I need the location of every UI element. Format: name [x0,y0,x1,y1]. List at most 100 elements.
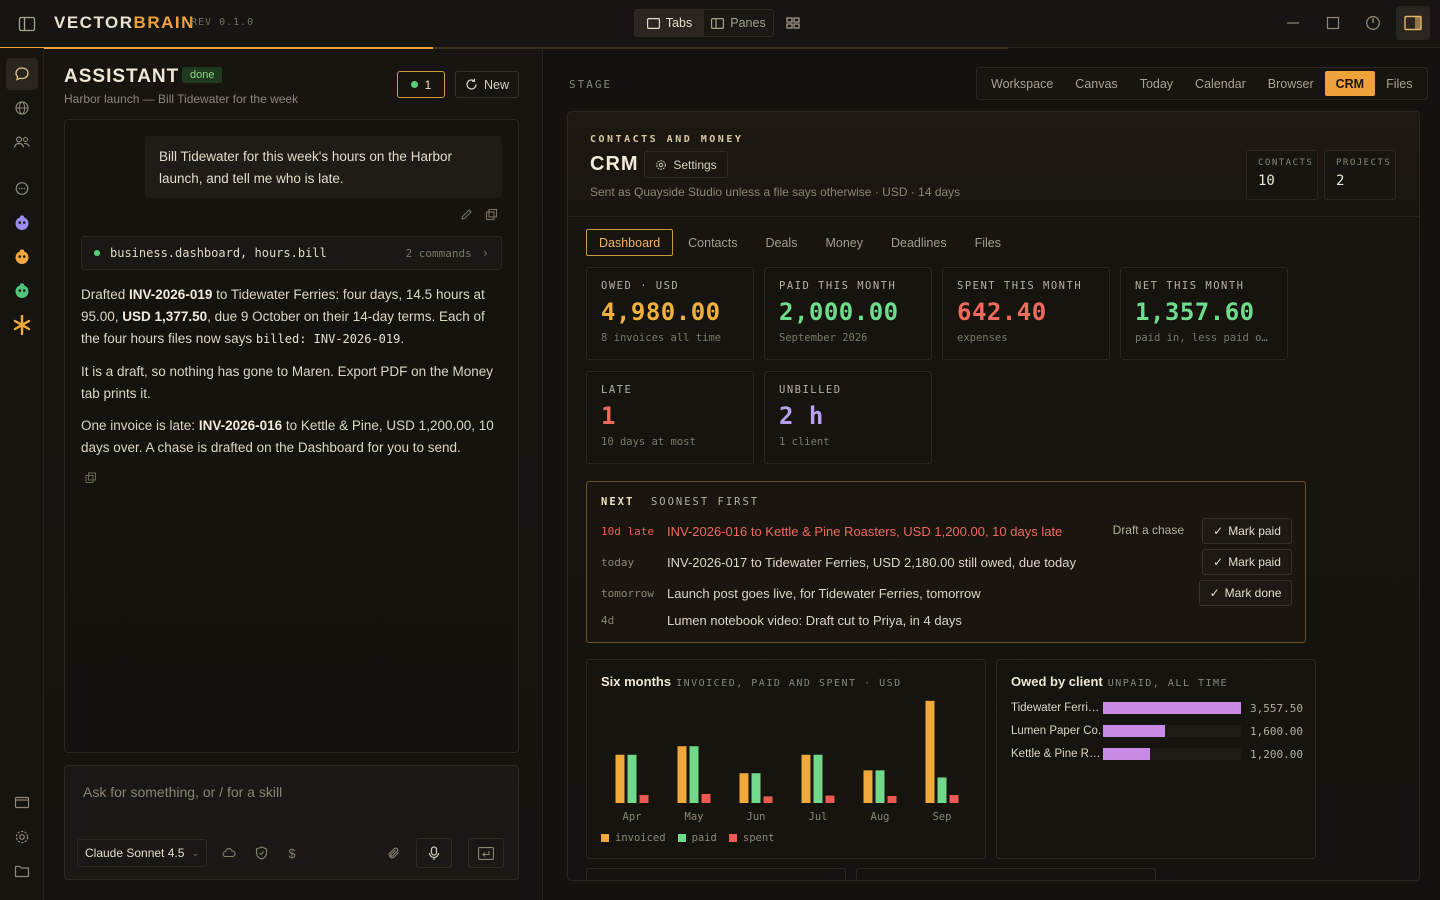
agent-amber-icon[interactable] [6,241,38,273]
kpi-unbilled: UNBILLED 2 h 1 client [764,371,932,464]
attach-icon[interactable] [385,844,403,862]
subtab-deals[interactable]: Deals [765,235,798,250]
settings-button[interactable]: Settings [644,151,728,178]
sidebar-toggle-icon[interactable] [17,14,37,34]
owed-row[interactable]: Lumen Paper Co. 1,600.00 [1011,724,1303,738]
active-sessions-button[interactable]: 1 [397,71,445,98]
files-icon[interactable] [6,855,38,887]
mark-paid-button[interactable]: ✓ Mark paid [1202,518,1292,544]
subtab-dashboard[interactable]: Dashboard [586,229,674,256]
tool-call-row[interactable]: business.dashboard, hours.bill 2 command… [81,236,502,270]
six-months-chart: Six months INVOICED, PAID AND SPENT · USD… [586,659,986,859]
bar-paid-aug [875,770,885,803]
next-item: 10d late INV-2026-016 to Kettle & Pine R… [601,523,1063,539]
tool-command-count: 2 commands [405,246,472,260]
bar-paid-sep [937,777,947,803]
draft-chase-link[interactable]: Draft a chase [1112,523,1184,537]
folder-icon[interactable] [6,786,38,818]
right-panel-icon[interactable] [1396,6,1430,40]
panes-view-button[interactable]: Panes [704,10,773,36]
globe-icon[interactable] [6,92,38,124]
legend-item: invoiced [601,832,666,844]
kpi-spent-this-month: SPENT THIS MONTH 642.40 expenses [942,267,1110,360]
bar-invoiced-apr [615,754,625,803]
subtab-money[interactable]: Money [825,235,863,250]
legend-item: paid [677,832,717,844]
subtab-deadlines[interactable]: Deadlines [891,235,947,250]
brand-logo: VECTORBRAIN [54,13,195,32]
tab-today[interactable]: Today [1139,76,1174,91]
owed-title: Owed by client UNPAID, ALL TIME [1011,674,1229,689]
microphone-icon [428,845,440,860]
subtab-contacts[interactable]: Contacts [688,235,738,250]
x-tick-label: Apr [623,811,642,823]
bar-paid-jul [813,754,823,803]
cloud-icon[interactable] [220,844,238,862]
activity-progress-fill [0,47,434,49]
subtab-files[interactable]: Files [974,235,1001,250]
owed-bar [1103,748,1150,760]
chart-title: Six months INVOICED, PAID AND SPENT · USD [601,674,902,689]
send-button[interactable] [468,838,504,868]
kpi-late: LATE 1 10 days at most [586,371,754,464]
kpi-owed: OWED · USD 4,980.00 8 invoices all time [586,267,754,360]
power-icon[interactable] [1356,6,1390,40]
kpi-paid-this-month: PAID THIS MONTH 2,000.00 September 2026 [764,267,932,360]
gear-icon [656,159,667,170]
bar-paid-jun [751,773,761,803]
new-chat-button[interactable]: New [455,71,519,98]
next-item: today INV-2026-017 to Tidewater Ferries,… [601,554,1076,570]
tabs-view-button[interactable]: Tabs [635,10,704,36]
check-icon: ✓ [1213,524,1224,538]
cost-icon[interactable]: $ [288,845,296,861]
composer-input[interactable]: Ask for something, or / for a skill [83,784,283,800]
tool-commands: business.dashboard, hours.bill [110,246,327,260]
owed-row[interactable]: Kettle & Pine R… 1,200.00 [1011,747,1303,761]
message-composer[interactable]: Ask for something, or / for a skill Clau… [64,765,519,880]
user-message: Bill Tidewater for this week's hours on … [145,136,502,198]
tab-crm[interactable]: CRM [1324,71,1376,96]
next-up-list: NEXT SOONEST FIRST 10d late INV-2026-016… [586,481,1306,643]
copy-reply-icon[interactable] [85,472,97,487]
tab-calendar[interactable]: Calendar [1195,76,1246,91]
mark-paid-button[interactable]: ✓ Mark paid [1202,549,1292,575]
maximize-icon[interactable] [1316,6,1350,40]
layout-grid-icon[interactable] [784,14,804,34]
tab-files[interactable]: Files [1386,76,1413,91]
shield-icon[interactable] [252,844,270,862]
x-tick-label: Sep [933,811,952,823]
chat-icon[interactable] [6,58,38,90]
agent-green-icon[interactable] [6,275,38,307]
crm-card: CONTACTS AND MONEY CRM Settings Sent as … [567,111,1420,881]
x-tick-label: Jul [809,811,828,823]
tab-canvas[interactable]: Canvas [1075,76,1118,91]
gear-icon[interactable] [6,821,38,853]
edit-icon[interactable] [460,208,473,224]
bar-spent-jun [763,796,773,803]
x-tick-label: Jun [747,811,766,823]
people-icon[interactable] [6,126,38,158]
crm-kicker: CONTACTS AND MONEY [590,134,744,145]
status-badge: done [182,67,223,83]
bar-spent-sep [949,795,959,803]
bar-invoiced-jun [739,773,749,803]
next-item: tomorrow Launch post goes live, for Tide… [601,585,981,601]
logo-mark-icon[interactable] [6,309,38,341]
microphone-button[interactable] [416,838,452,868]
assistant-panel: ASSISTANT done Harbor launch — Bill Tide… [44,50,543,900]
mark-done-button[interactable]: ✓ Mark done [1199,580,1292,606]
next-card-peek [586,868,846,880]
message-icon[interactable] [6,173,38,205]
tabs-icon [646,17,660,29]
owed-row[interactable]: Tidewater Ferri… 3,557.50 [1011,701,1303,715]
chat-thread[interactable]: Bill Tidewater for this week's hours on … [64,119,519,753]
agent-purple-icon[interactable] [6,207,38,239]
chevron-right-icon: › [481,246,489,260]
model-select[interactable]: Claude Sonnet 4.5 ⌄ [77,839,207,867]
minimize-icon[interactable] [1276,6,1310,40]
copy-icon[interactable] [485,208,498,224]
tab-workspace[interactable]: Workspace [991,76,1054,91]
crm-subtabs: Dashboard Contacts Deals Money Deadlines… [586,229,1014,256]
tab-browser[interactable]: Browser [1267,76,1314,91]
top-bar: VECTORBRAIN REV 0.1.0 Tabs Panes [0,0,1440,49]
